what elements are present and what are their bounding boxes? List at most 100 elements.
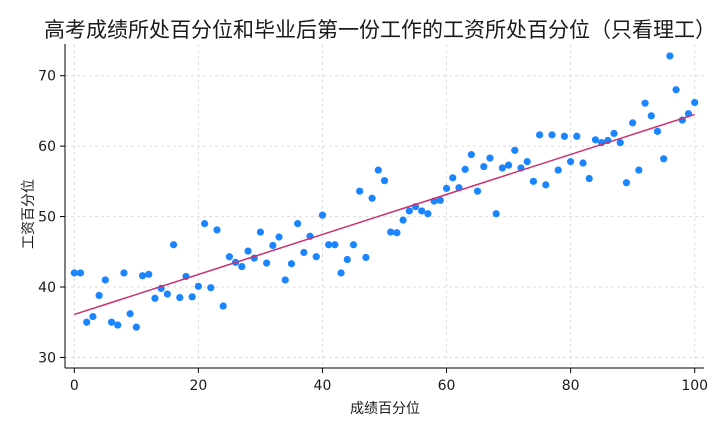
y-tick-label: 70 [38, 69, 56, 85]
scatter-point [114, 321, 122, 329]
scatter-point [244, 247, 252, 255]
scatter-point [138, 272, 147, 280]
scatter-point [492, 210, 500, 218]
scatter-point [573, 132, 581, 140]
scatter-point [418, 207, 426, 215]
scatter-point [368, 194, 376, 202]
scatter-point [424, 210, 432, 218]
scatter-point [200, 220, 209, 228]
x-tick-label: 20 [189, 378, 207, 394]
scatter-point [585, 174, 593, 183]
scatter-point [523, 158, 531, 166]
scatter-point [653, 127, 662, 135]
scatter-point [107, 318, 116, 326]
scatter-point [579, 159, 587, 167]
scatter-point [89, 312, 97, 321]
scatter-point [163, 290, 171, 298]
scatter-point [145, 270, 153, 278]
scatter-point [591, 136, 600, 144]
scatter-point [70, 269, 78, 277]
scatter-point [511, 146, 519, 154]
scatter-point [405, 207, 413, 215]
scatter-point [151, 294, 159, 302]
scatter-point [312, 253, 320, 261]
scatter-point [331, 241, 339, 249]
scatter-point [660, 155, 668, 163]
scatter-point [76, 269, 85, 277]
scatter-point [616, 139, 624, 147]
scatter-point [300, 248, 308, 257]
scatter-point [529, 177, 537, 185]
scatter-point [498, 164, 506, 172]
fit-line [74, 113, 695, 316]
scatter-point [380, 177, 389, 185]
x-axis-title: 成绩百分位 [350, 401, 420, 417]
scatter-point [535, 131, 544, 139]
grid [65, 44, 704, 368]
scatter-point [169, 241, 178, 249]
scatter-point [399, 216, 407, 224]
scatter-point [542, 181, 550, 189]
scatter-point [269, 241, 277, 250]
scatter-point [554, 166, 562, 174]
scatter-point [194, 282, 202, 290]
scatter-point [473, 187, 482, 195]
y-tick-label: 60 [38, 139, 56, 155]
scatter-point [641, 99, 649, 107]
scatter-point [691, 98, 699, 107]
scatter-point [213, 226, 221, 234]
scatter-point [461, 165, 469, 173]
scatter-point [238, 262, 246, 271]
scatter-point [349, 241, 358, 249]
scatter-point [281, 276, 289, 284]
chart-title: 高考成绩所处百分位和毕业后第一份工作的工资所处百分位（只看理工） [44, 18, 716, 42]
scatter-point [325, 241, 333, 249]
scatter-point [548, 131, 556, 139]
scatter-point [343, 255, 351, 264]
plot-marks [70, 52, 699, 331]
scatter-point [467, 150, 475, 159]
scatter-point [560, 132, 569, 140]
x-tick-label: 60 [438, 378, 456, 394]
scatter-point [666, 52, 674, 60]
scatter-point [225, 253, 234, 261]
scatter-point [449, 174, 457, 182]
x-tick-label: 0 [70, 378, 79, 394]
scatter-point [95, 291, 103, 300]
scatter-point [101, 276, 109, 284]
scatter-point [219, 302, 227, 310]
scatter-point [393, 229, 401, 237]
scatter-point [126, 310, 134, 318]
scatter-point [287, 260, 296, 268]
x-tick-label: 100 [681, 378, 708, 394]
scatter-point [83, 318, 91, 326]
scatter-point [387, 228, 395, 236]
scatter-point [256, 228, 265, 236]
scatter-point [294, 220, 302, 228]
scatter-point [176, 293, 184, 302]
scatter-point [610, 129, 618, 138]
scatter-point [480, 162, 488, 171]
x-tick-label: 40 [314, 378, 332, 394]
y-axis-title: 工资百分位 [21, 179, 37, 249]
scatter-point [635, 166, 643, 174]
scatter-point [207, 284, 215, 292]
y-tick-label: 40 [38, 280, 56, 296]
scatter-point [275, 233, 283, 241]
scatter-point [120, 269, 128, 277]
scatter-point [567, 158, 575, 166]
scatter-point [356, 187, 364, 195]
scatter-point [442, 184, 451, 192]
y-tick-label: 30 [38, 350, 56, 366]
scatter-point [486, 154, 494, 162]
scatter-point [374, 166, 382, 174]
scatter-point [622, 179, 631, 187]
axes: 0 20 40 60 80 100 30 40 50 60 70 [38, 44, 708, 394]
scatter-point [362, 253, 370, 262]
scatter-point [263, 259, 271, 267]
scatter-point [504, 161, 513, 169]
y-tick-label: 50 [38, 210, 56, 226]
scatter-point [672, 86, 680, 94]
scatter-point [647, 112, 655, 120]
